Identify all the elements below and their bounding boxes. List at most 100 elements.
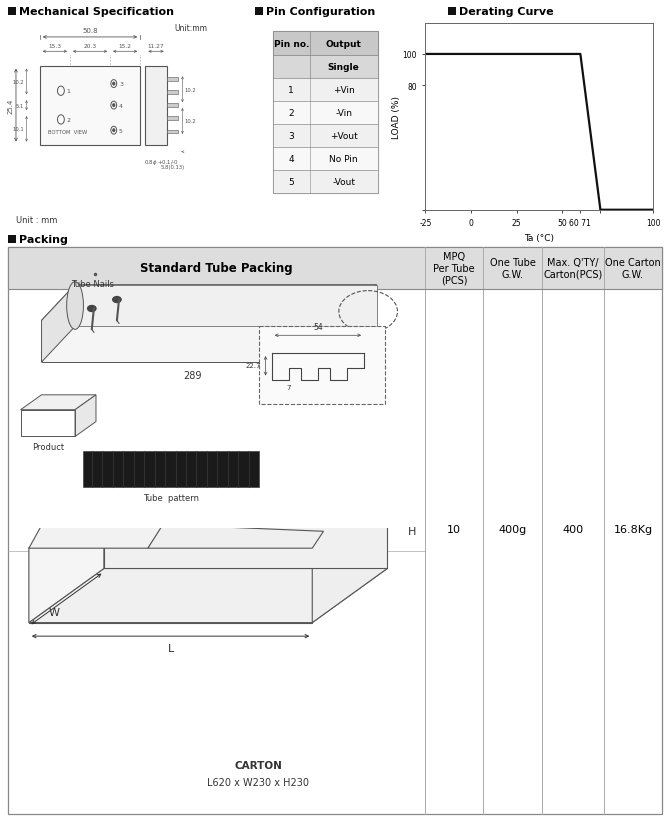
Text: 20.3: 20.3 <box>84 43 96 48</box>
Text: 2: 2 <box>289 109 294 118</box>
Y-axis label: LOAD (%): LOAD (%) <box>392 96 401 138</box>
Text: 11.27: 11.27 <box>147 43 164 48</box>
Text: Pin Configuration: Pin Configuration <box>266 7 375 17</box>
Text: 1: 1 <box>66 89 70 94</box>
Circle shape <box>113 105 115 107</box>
Text: Single: Single <box>328 62 359 71</box>
Polygon shape <box>29 495 104 622</box>
Polygon shape <box>312 495 387 622</box>
Text: 5.8(0.13): 5.8(0.13) <box>160 165 185 170</box>
Text: 4: 4 <box>119 103 123 108</box>
Bar <box>8 236 16 244</box>
Polygon shape <box>42 321 343 363</box>
Polygon shape <box>42 285 377 321</box>
Text: Mechanical Specification: Mechanical Specification <box>19 7 174 17</box>
Text: 3: 3 <box>119 82 123 87</box>
Text: Pin no.: Pin no. <box>273 39 309 48</box>
Polygon shape <box>21 396 96 410</box>
Text: 54: 54 <box>313 323 323 332</box>
Text: 289: 289 <box>183 370 202 380</box>
Bar <box>273 56 377 79</box>
Bar <box>8 247 662 814</box>
Text: No Pin: No Pin <box>329 155 358 164</box>
Bar <box>273 147 377 171</box>
Text: 5: 5 <box>289 178 294 187</box>
Text: Output: Output <box>326 39 362 48</box>
Text: One Carton
G.W.: One Carton G.W. <box>605 258 661 279</box>
Bar <box>167 104 178 108</box>
Circle shape <box>113 129 115 133</box>
Bar <box>145 66 167 146</box>
Polygon shape <box>104 495 387 568</box>
Circle shape <box>113 84 115 86</box>
Polygon shape <box>75 396 96 437</box>
Text: Unit : mm: Unit : mm <box>16 216 58 225</box>
Bar <box>448 8 456 16</box>
Text: 2: 2 <box>66 118 70 123</box>
Circle shape <box>88 306 96 312</box>
Text: 50.8: 50.8 <box>82 28 98 34</box>
Text: 400g: 400g <box>498 524 527 534</box>
Text: Max. Q'TY/
Carton(PCS): Max. Q'TY/ Carton(PCS) <box>543 258 602 279</box>
Text: 10.2: 10.2 <box>13 80 24 85</box>
Polygon shape <box>148 525 324 549</box>
Polygon shape <box>343 285 377 363</box>
Bar <box>84 452 259 487</box>
Polygon shape <box>29 568 387 622</box>
Text: Packing: Packing <box>19 235 68 245</box>
Text: 15.3: 15.3 <box>48 43 62 48</box>
Text: 22.7: 22.7 <box>246 363 261 369</box>
Bar <box>167 130 178 134</box>
Text: L620 x W230 x H230: L620 x W230 x H230 <box>207 776 309 786</box>
Text: 10.2: 10.2 <box>184 88 196 93</box>
Text: Standard Tube Packing: Standard Tube Packing <box>140 262 293 275</box>
Bar <box>40 66 140 146</box>
Polygon shape <box>75 285 377 327</box>
Bar <box>167 91 178 95</box>
Text: 400: 400 <box>562 524 584 534</box>
Text: +Vin: +Vin <box>333 86 354 95</box>
Text: Tube  pattern: Tube pattern <box>143 493 200 502</box>
Text: 7: 7 <box>286 385 291 391</box>
Text: 10.2: 10.2 <box>184 120 196 124</box>
Text: 4: 4 <box>289 155 294 164</box>
Text: 25.4: 25.4 <box>7 98 13 114</box>
Bar <box>273 33 377 56</box>
Polygon shape <box>29 508 170 549</box>
Text: Derating Curve: Derating Curve <box>459 7 553 17</box>
Text: 0.8$\phi$ +0.1/-0: 0.8$\phi$ +0.1/-0 <box>144 158 179 167</box>
Text: -Vin: -Vin <box>335 109 352 118</box>
Polygon shape <box>29 549 312 622</box>
Text: 5.1: 5.1 <box>16 104 24 109</box>
Bar <box>273 171 377 194</box>
Text: 5: 5 <box>119 129 123 133</box>
Text: 10: 10 <box>447 524 461 534</box>
Text: One Tube
G.W.: One Tube G.W. <box>490 258 535 279</box>
Bar <box>8 8 16 16</box>
Text: MPQ
Per Tube
(PCS): MPQ Per Tube (PCS) <box>433 252 475 285</box>
Circle shape <box>113 297 121 303</box>
Bar <box>273 79 377 102</box>
Bar <box>8 247 662 290</box>
Text: 1: 1 <box>289 86 294 95</box>
Bar <box>255 8 263 16</box>
Bar <box>259 327 385 405</box>
Text: 16.8Kg: 16.8Kg <box>614 524 653 534</box>
Text: 3: 3 <box>289 132 294 141</box>
Polygon shape <box>42 285 75 363</box>
Text: Unit:mm: Unit:mm <box>174 24 208 33</box>
Text: 15.2: 15.2 <box>119 43 131 48</box>
Polygon shape <box>29 495 387 549</box>
Bar <box>167 78 178 81</box>
Text: CARTON: CARTON <box>234 760 282 770</box>
Text: H: H <box>408 527 417 536</box>
X-axis label: Ta (°C): Ta (°C) <box>525 233 554 242</box>
Bar <box>273 124 377 147</box>
Bar <box>273 33 377 194</box>
Bar <box>273 102 377 124</box>
Text: L: L <box>168 643 174 653</box>
Text: Product: Product <box>31 443 64 452</box>
Polygon shape <box>42 327 377 363</box>
Text: BOTTOM  VIEW: BOTTOM VIEW <box>48 129 87 134</box>
Bar <box>167 117 178 121</box>
